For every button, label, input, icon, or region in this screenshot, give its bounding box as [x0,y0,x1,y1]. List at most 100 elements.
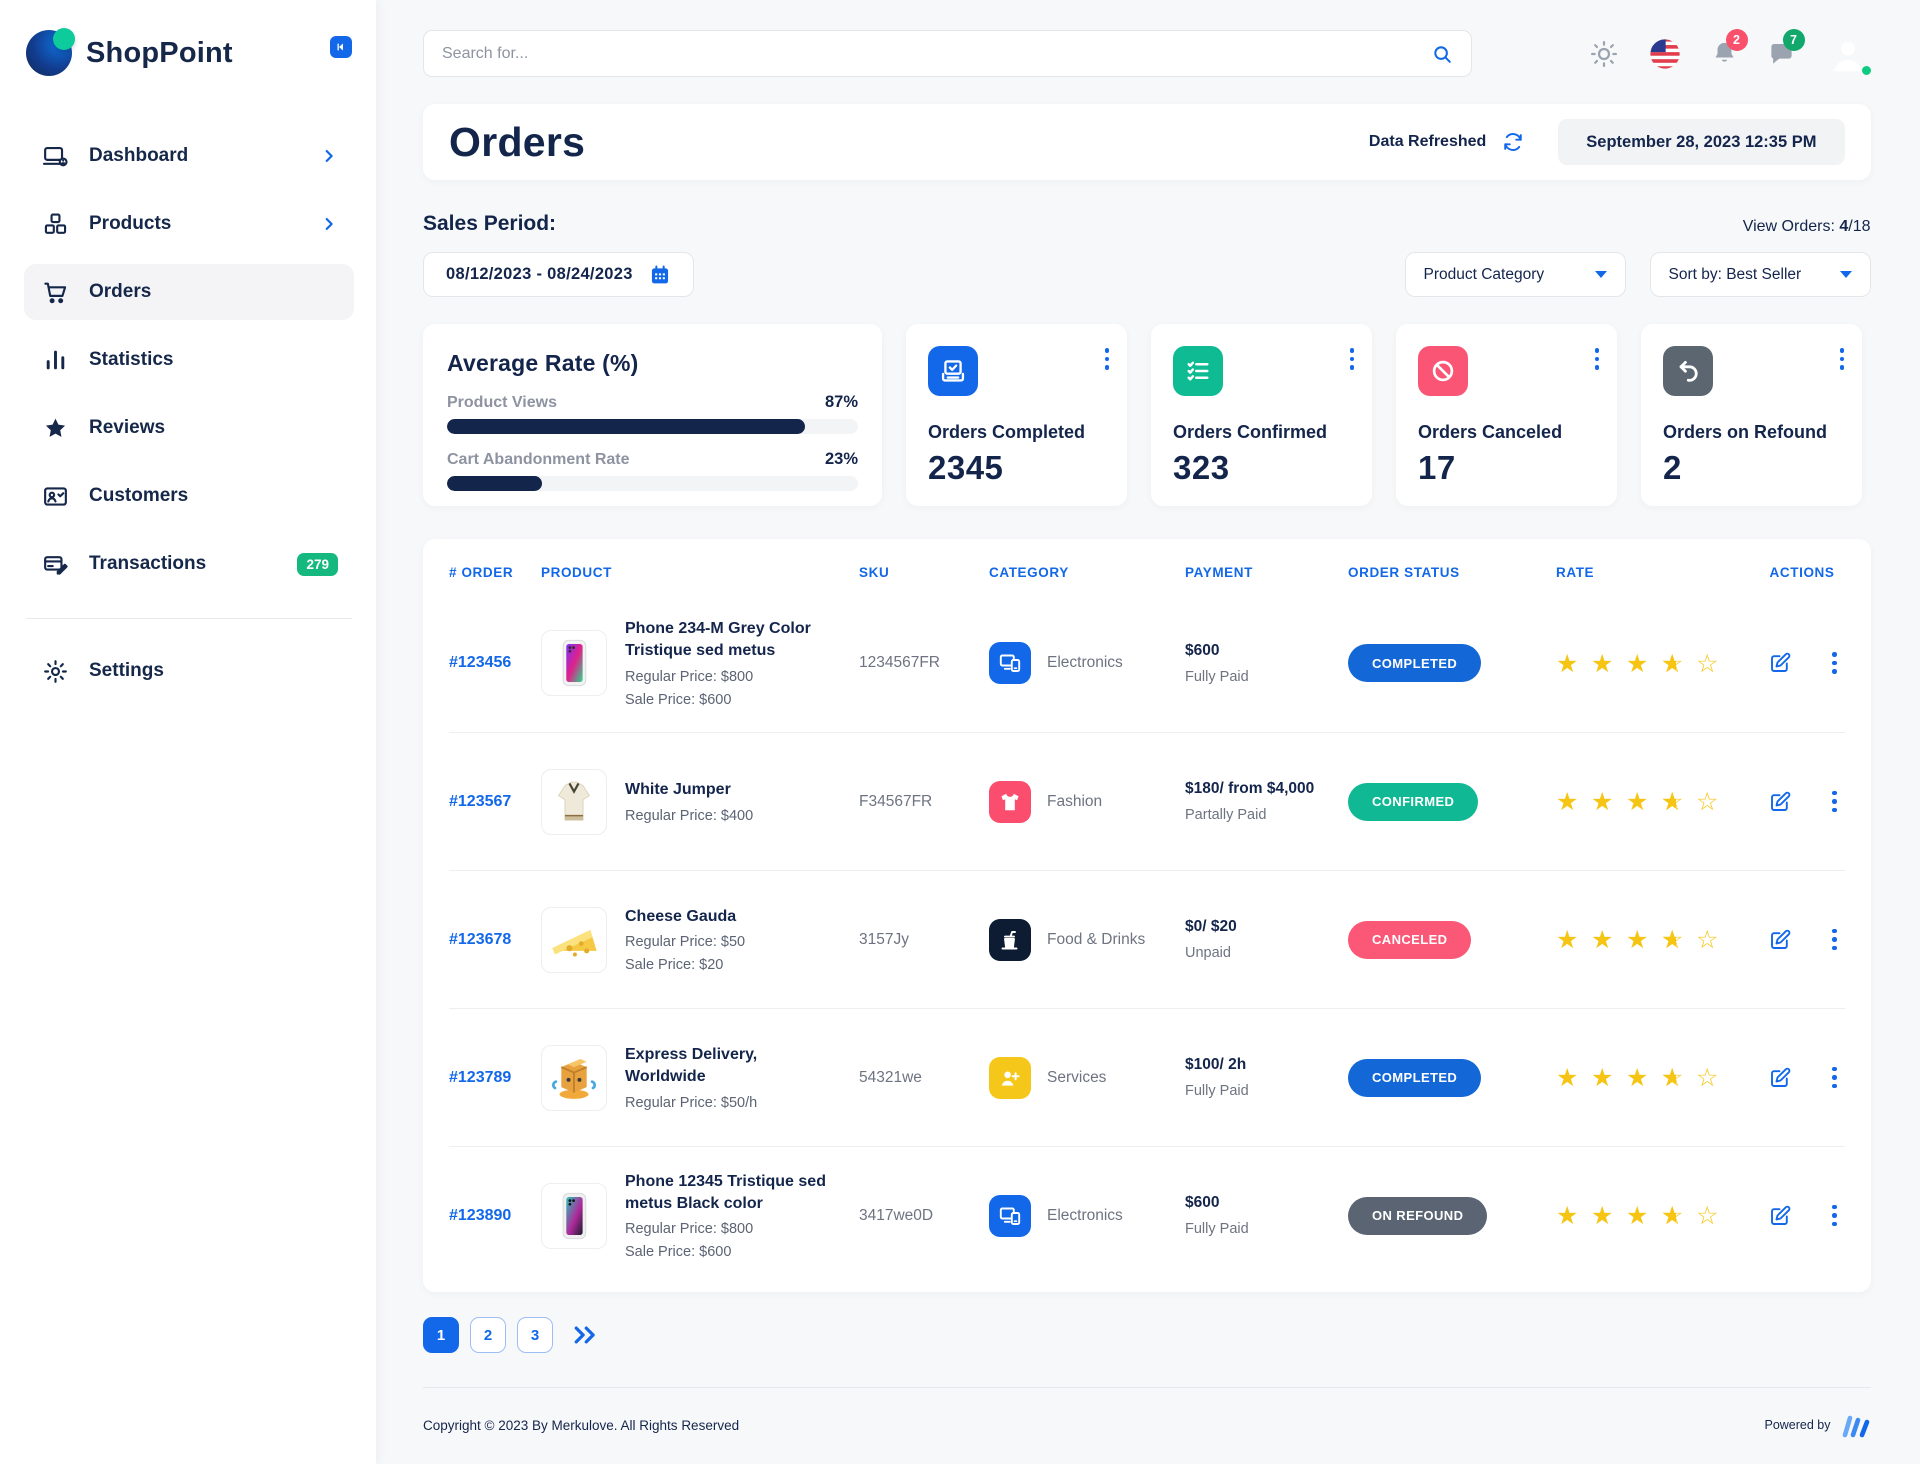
metric-label: Product Views [447,394,557,411]
chevron-down-icon [1594,271,1607,278]
star-half-icon[interactable]: ☆ ★ [1661,1063,1684,1092]
order-id-link[interactable]: #123789 [449,1068,512,1086]
card-menu-kebab-icon[interactable] [1839,348,1844,370]
card-menu-kebab-icon[interactable] [1104,348,1109,370]
star-full-icon[interactable]: ★ [1626,1063,1649,1092]
person-plus-icon [989,1056,1031,1099]
page-button-3[interactable]: 3 [517,1317,553,1353]
sidebar-item-transactions[interactable]: Transactions 279 [24,536,354,592]
theme-toggle-sun-icon[interactable] [1589,39,1619,69]
sidebar-item-reviews[interactable]: Reviews [24,400,354,456]
card-menu-kebab-icon[interactable] [1594,348,1599,370]
star-half-icon[interactable]: ☆ ★ [1661,787,1684,816]
star-half-icon[interactable]: ☆ ★ [1661,1201,1684,1230]
star-empty-icon[interactable]: ☆ [1696,925,1719,954]
star-rating: ★ ★ ★ ☆ ★ ☆ [1556,1065,1768,1090]
page-button-1[interactable]: 1 [423,1317,459,1353]
star-full-icon[interactable]: ★ [1626,925,1649,954]
search-icon[interactable] [1431,43,1453,65]
merkulove-logo-icon[interactable] [1841,1412,1871,1438]
payment-amount: $0/ $20 [1185,918,1237,935]
row-menu-kebab-icon[interactable] [1832,1066,1837,1089]
undo-icon [1663,346,1713,396]
row-menu-kebab-icon[interactable] [1832,652,1837,674]
star-full-icon[interactable]: ★ [1591,648,1614,678]
order-status-badge[interactable]: COMPLETED [1348,644,1482,682]
star-full-icon[interactable]: ★ [1591,1063,1614,1092]
edit-order-icon[interactable] [1768,928,1792,952]
stat-card-label: Orders on Refound [1663,422,1828,442]
star-full-icon[interactable]: ★ [1626,648,1649,678]
search-input[interactable] [442,44,1431,63]
star-full-icon[interactable]: ★ [1556,1063,1579,1092]
refresh-timestamp[interactable]: September 28, 2023 12:35 PM [1558,119,1845,165]
order-id-link[interactable]: #123890 [449,1206,512,1224]
star-full-icon[interactable]: ★ [1556,787,1579,816]
star-full-icon[interactable]: ★ [1591,925,1614,954]
order-status-badge[interactable]: CANCELED [1348,920,1472,959]
order-status-badge[interactable]: ON REFOUND [1348,1196,1488,1235]
user-avatar[interactable] [1824,30,1873,77]
star-full-icon[interactable]: ★ [1626,1201,1649,1230]
star-empty-icon[interactable]: ☆ [1696,1201,1719,1230]
main-content: 2 7 Orders Data Refreshed September 28, … [376,0,1920,1464]
star-full-icon[interactable]: ★ [1626,787,1649,816]
edit-order-icon[interactable] [1768,790,1792,814]
order-id-link[interactable]: #123456 [449,654,512,671]
star-half-icon[interactable]: ☆ ★ [1661,925,1684,954]
date-range-picker[interactable]: 08/12/2023 - 08/24/2023 [423,252,694,297]
refresh-icon[interactable] [1502,131,1524,153]
star-full-icon[interactable]: ★ [1556,925,1579,954]
category-label: Electronics [1047,654,1123,671]
row-menu-kebab-icon[interactable] [1832,1204,1837,1227]
sidebar-item-settings[interactable]: Settings [24,643,354,699]
customers-icon [42,483,69,510]
sidebar-collapse-button[interactable] [330,36,352,58]
page-title: Orders [449,118,586,165]
order-status-badge[interactable]: COMPLETED [1348,1058,1482,1097]
star-full-icon[interactable]: ★ [1556,648,1579,678]
search-box [423,30,1472,77]
star-full-icon[interactable]: ★ [1556,1201,1579,1230]
column-header-category: CATEGORY [989,565,1069,580]
edit-order-icon[interactable] [1768,651,1792,675]
product-price-line: Regular Price: $800 [625,1221,754,1238]
order-status-badge[interactable]: CONFIRMED [1348,782,1479,821]
star-full-icon[interactable]: ★ [1591,787,1614,816]
notifications-bell-icon[interactable]: 2 [1711,29,1748,67]
star-full-icon[interactable]: ★ [1591,1201,1614,1230]
sidebar-item-products[interactable]: Products [24,196,354,252]
page-button-2[interactable]: 2 [470,1317,506,1353]
next-pages-double-chevron-icon[interactable] [570,1320,600,1350]
order-id-link[interactable]: #123567 [449,792,512,810]
sort-by-dropdown[interactable]: Sort by: Best Seller [1649,252,1871,297]
product-price-line: Regular Price: $50 [625,934,746,951]
sku-value: 3157Jy [859,930,909,948]
card-menu-kebab-icon[interactable] [1349,348,1354,370]
summary-cards-row: Average Rate (%) Product Views 87% Cart Ab… [423,324,1871,506]
sidebar-item-statistics[interactable]: Statistics [24,332,354,388]
orders-table-card: # ORDER PRODUCT SKU CATEGORY PAYMENT ORDER ST… [423,539,1871,1292]
ballot-check-icon [928,346,978,396]
edit-order-icon[interactable] [1768,1204,1792,1228]
edit-order-icon[interactable] [1768,1066,1792,1090]
metric-0: Product Views 87% [447,393,858,434]
order-id-link[interactable]: #123678 [449,930,512,948]
star-empty-icon[interactable]: ☆ [1696,787,1719,816]
messages-chat-icon[interactable]: 7 [1768,29,1805,67]
language-flag-icon[interactable] [1649,38,1681,70]
star-empty-icon[interactable]: ☆ [1696,648,1719,678]
row-menu-kebab-icon[interactable] [1832,790,1837,813]
product-category-dropdown[interactable]: Product Category [1404,252,1626,297]
sidebar-item-customers[interactable]: Customers [24,468,354,524]
sidebar-item-orders[interactable]: Orders [24,264,354,320]
sidebar-item-dashboard[interactable]: Dashboard [24,128,354,184]
online-status-dot [1859,63,1873,77]
sidebar-nav: Dashboard Products Orders Statistics Reviews… [24,128,354,711]
row-menu-kebab-icon[interactable] [1832,928,1837,951]
star-half-icon[interactable]: ☆ ★ [1661,648,1684,678]
star-icon [42,415,69,442]
star-empty-icon[interactable]: ☆ [1696,1063,1719,1092]
payment-amount: $100/ 2h [1185,1056,1247,1073]
